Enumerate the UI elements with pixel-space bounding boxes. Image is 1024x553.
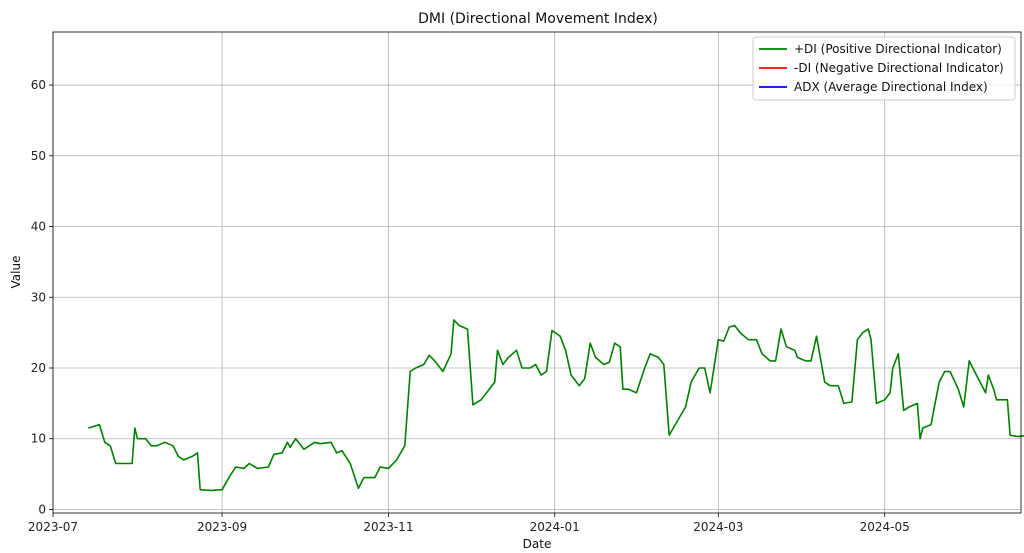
x-tick-label: 2023-09 [197,520,247,534]
legend-label-2: -DI (Negative Directional Indicator) [794,61,1004,75]
y-tick-label: 10 [31,432,46,446]
x-tick-label: 2024-05 [860,520,910,534]
y-tick-label: 50 [31,149,46,163]
x-tick-label: 2023-07 [28,520,78,534]
legend-label-1: +DI (Positive Directional Indicator) [794,42,1002,56]
x-tick-label: 2023-11 [363,520,413,534]
y-axis-title: Value [9,256,23,289]
x-tick-label: 2024-03 [693,520,743,534]
y-axis-ticks: 0 10 20 30 40 50 60 [31,78,53,516]
y-tick-label: 30 [31,290,46,304]
legend: +DI (Positive Directional Indicator) -DI … [752,36,1016,101]
y-tick-label: 40 [31,220,46,234]
legend-label-3: ADX (Average Directional Index) [794,80,988,94]
x-axis-ticks: 2023-07 2023-09 2023-11 2024-01 2024-03 2024-… [28,513,910,534]
y-tick-label: 60 [31,78,46,92]
y-tick-label: 0 [38,502,46,516]
gridlines [52,32,1021,513]
series-line-1 [88,319,1024,492]
chart-title: DMI (Directional Movement Index) [418,11,658,27]
legend-box [752,36,1016,101]
plot-frame [52,31,1022,514]
series-layer [88,319,1024,492]
x-axis-title: Date [523,537,552,551]
y-tick-label: 20 [31,361,46,375]
x-tick-label: 2024-01 [530,520,580,534]
